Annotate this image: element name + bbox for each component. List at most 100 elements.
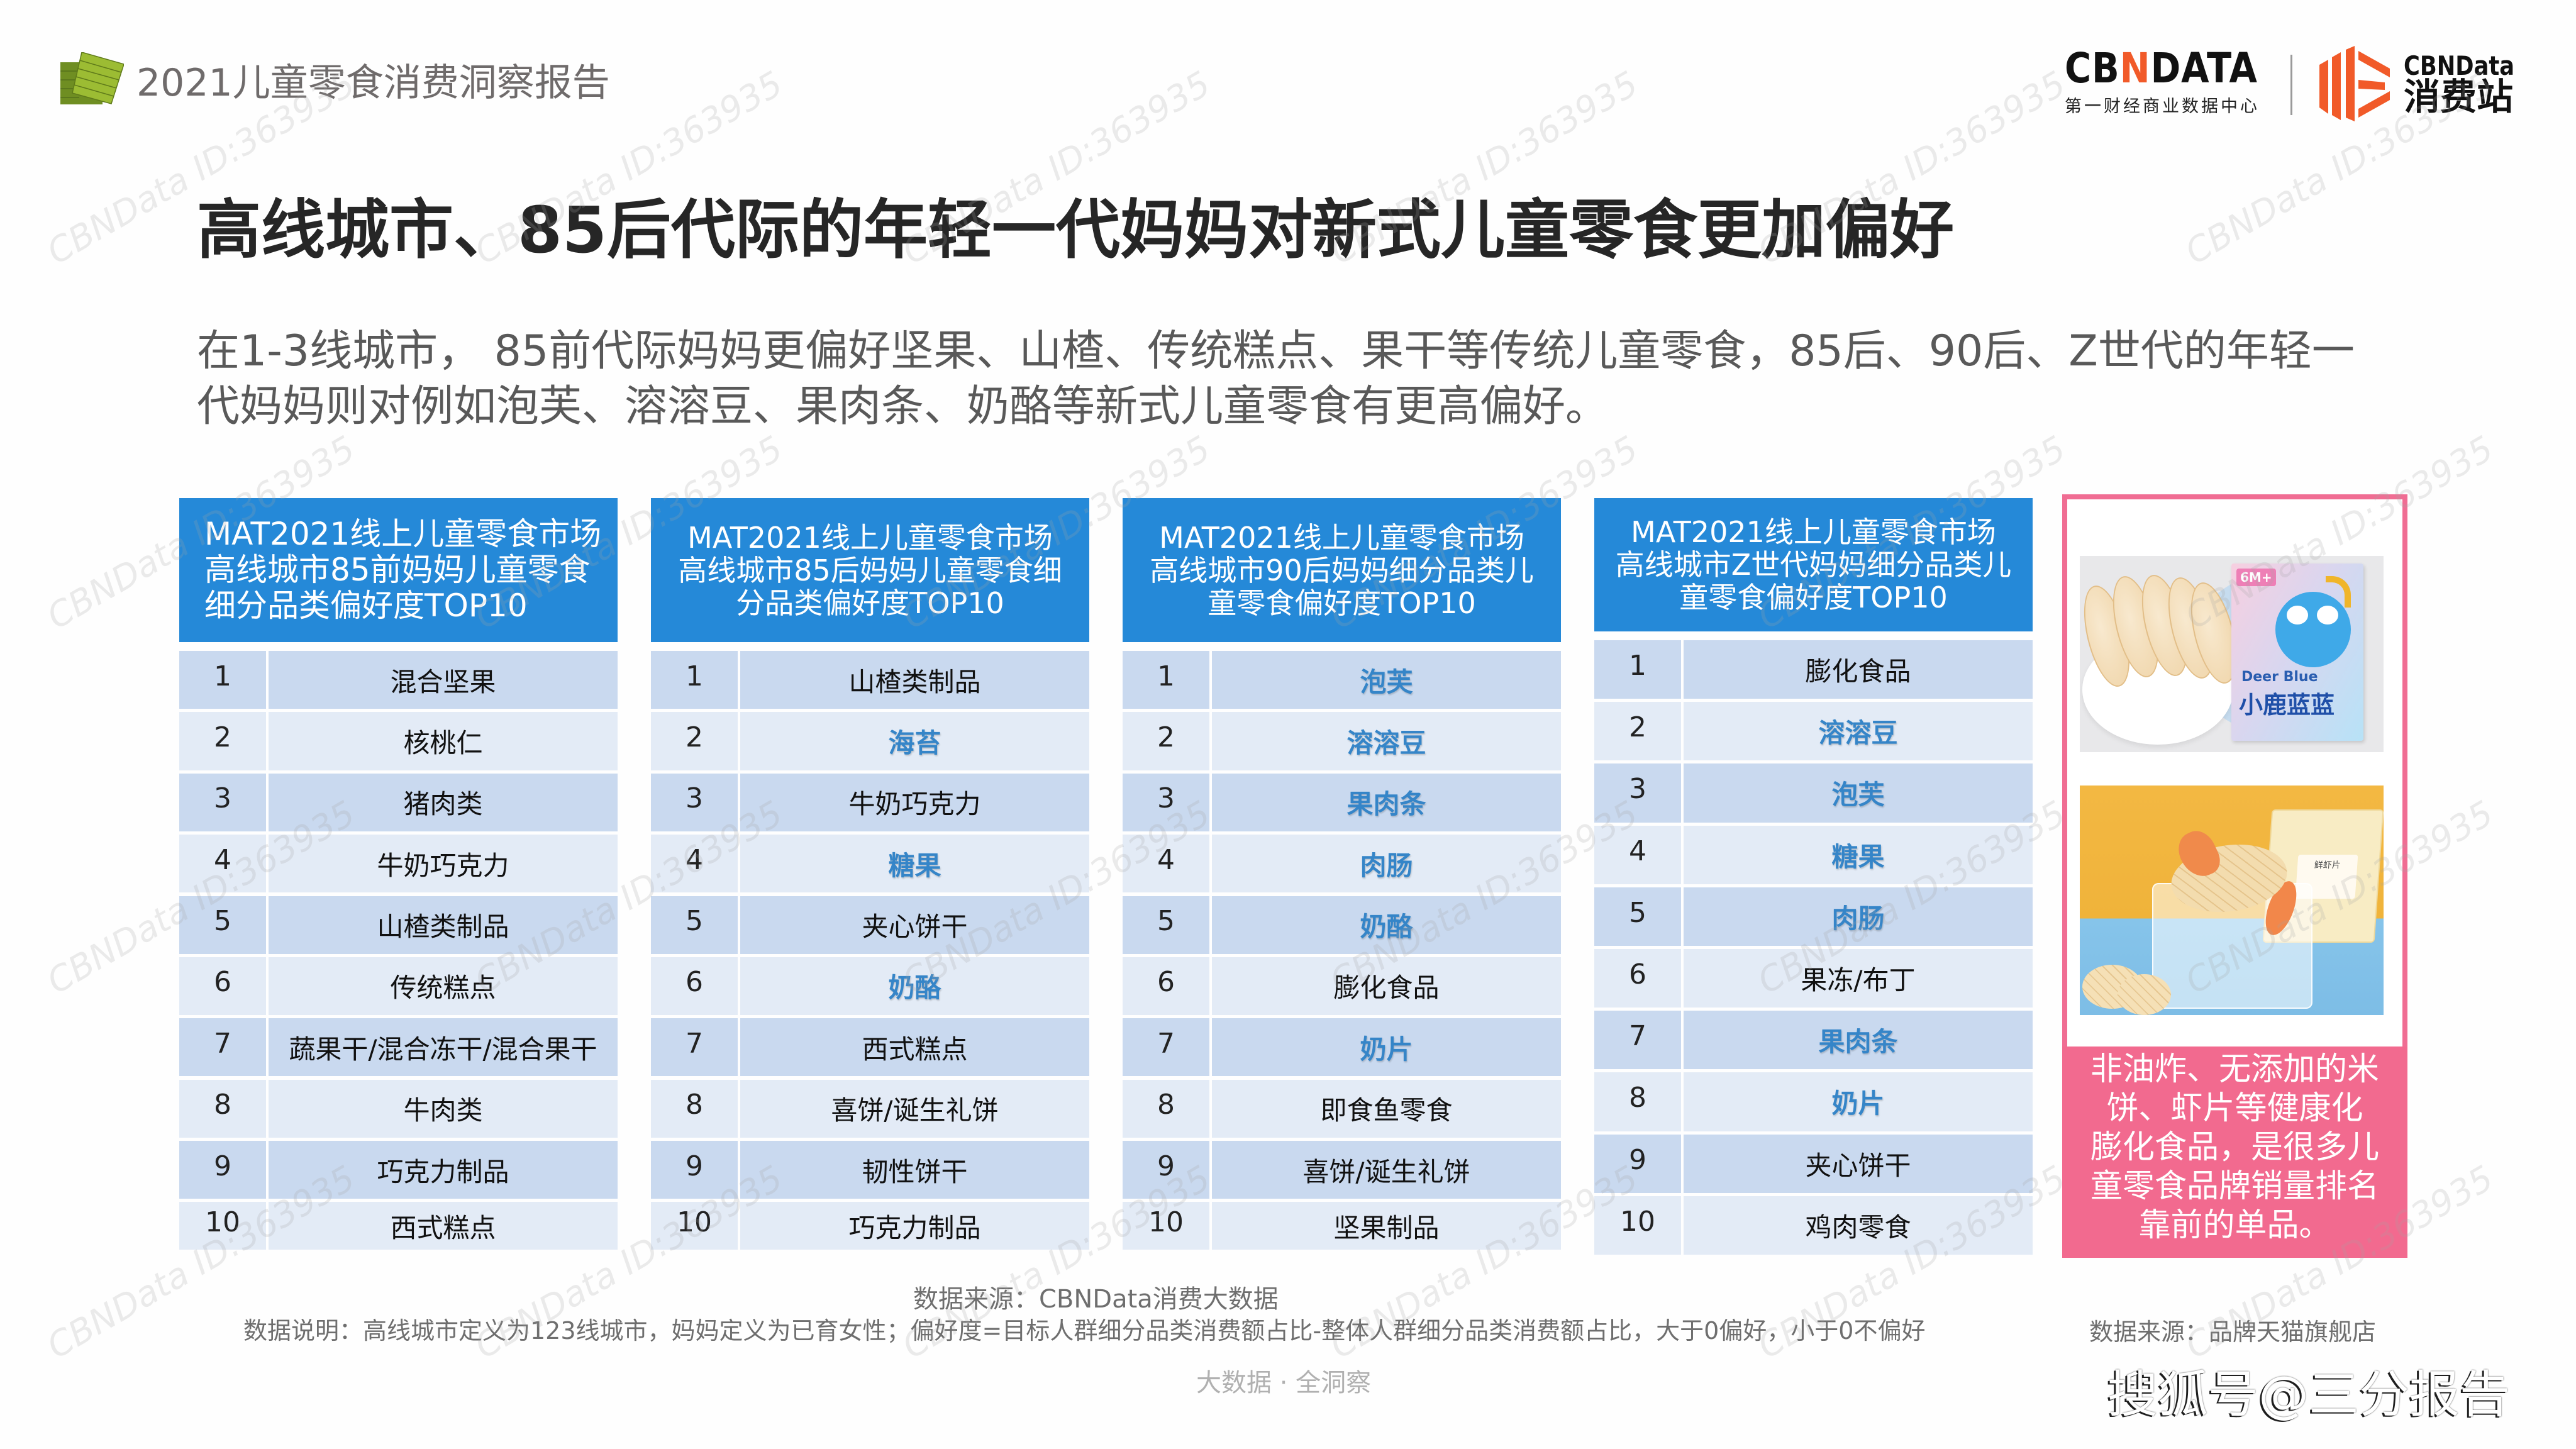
category-cell: 肉肠 [1684, 887, 2033, 946]
table-row: 5 夹心饼干 [651, 896, 1089, 954]
table-row: 1 泡芙 [1123, 651, 1561, 709]
table-row: 3 牛奶巧克力 [651, 773, 1089, 831]
shrimp-chips-product-image: 鲜虾片 [2080, 786, 2384, 1015]
data-source-note: 数据来源：CBNData消费大数据 [913, 1285, 1279, 1314]
category-cell: 山楂类制品 [269, 896, 618, 954]
brand-name-cn: 小鹿蓝蓝 [2239, 691, 2335, 719]
category-cell: 山楂类制品 [740, 651, 1089, 709]
category-cell: 果肉条 [1212, 773, 1561, 831]
table-row: 3 泡芙 [1594, 763, 2033, 823]
description-line: 代妈妈则对例如泡芙、溶溶豆、果肉条、奶酪等新式儿童零食有更高偏好。 [197, 382, 1609, 431]
rank-cell: 1 [1594, 640, 1681, 699]
rank-cell: 5 [1123, 896, 1209, 954]
slide-description: 在1-3线城市， 85前代际妈妈更偏好坚果、山楂、传统糕点、果干等传统儿童零食，… [197, 324, 2355, 435]
table-header-line: 高线城市85前妈妈儿童零食 [204, 552, 591, 588]
table-row: 7 果肉条 [1594, 1011, 2033, 1070]
rank-cell: 10 [1123, 1202, 1209, 1250]
wafer-shape [2118, 974, 2171, 1015]
category-cell: 泡芙 [1212, 651, 1561, 709]
rank-cell: 4 [651, 835, 738, 893]
table-row: 10 鸡肉零食 [1594, 1196, 2033, 1255]
table-row: 6 奶酪 [651, 957, 1089, 1016]
callout-line: 童零食品牌销量排名 [2090, 1168, 2379, 1205]
table-header: MAT2021线上儿童零食市场 高线城市85前妈妈儿童零食 细分品类偏好度TOP… [179, 498, 618, 642]
category-cell: 牛奶巧克力 [740, 773, 1089, 831]
callout-line: 非油炸、无添加的米 [2090, 1051, 2379, 1088]
table-row: 2 溶溶豆 [1594, 702, 2033, 761]
category-cell: 西式糕点 [269, 1202, 618, 1250]
rank-cell: 8 [1123, 1079, 1209, 1138]
rank-cell: 2 [651, 712, 738, 770]
rank-cell: 9 [1594, 1134, 1681, 1193]
consumer-station-logo-en: CBNData [2404, 50, 2515, 81]
table-header-line: MAT2021线上儿童零食市场 [687, 520, 1053, 555]
table-row: 6 传统糕点 [179, 957, 618, 1016]
table-header-line: 细分品类偏好度TOP10 [204, 587, 528, 624]
rank-cell: 4 [179, 835, 266, 893]
table-row: 9 夹心饼干 [1594, 1134, 2033, 1193]
category-cell: 喜饼/诞生礼饼 [740, 1079, 1089, 1138]
report-title: 2021儿童零食消费洞察报告 [136, 61, 610, 105]
category-cell: 膨化食品 [1684, 640, 2033, 699]
table-row: 9 韧性饼干 [651, 1141, 1089, 1199]
table-row: 4 糖果 [1594, 825, 2033, 884]
category-cell: 牛奶巧克力 [269, 835, 618, 893]
table-row: 2 溶溶豆 [1123, 712, 1561, 770]
category-cell: 巧克力制品 [740, 1202, 1089, 1250]
age-badge: 6M+ [2236, 569, 2276, 586]
rank-cell: 7 [651, 1018, 738, 1077]
table-body: 1 混合坚果 2 核桃仁 3 猪肉类 4 牛奶巧克力 5 山楂类制品 6 传统糕点 7 蔬果干… [179, 651, 618, 1250]
table-header-line: 童零食偏好度TOP10 [1208, 586, 1476, 620]
rank-cell: 5 [179, 896, 266, 954]
category-cell: 泡芙 [1684, 763, 2033, 823]
rank-cell: 8 [1594, 1072, 1681, 1131]
category-cell: 夹心饼干 [1684, 1134, 2033, 1193]
category-cell: 传统糕点 [269, 957, 618, 1016]
table-row: 3 猪肉类 [179, 773, 618, 831]
table-row: 7 蔬果干/混合冻干/混合果干 [179, 1018, 618, 1077]
rank-cell: 7 [1594, 1011, 1681, 1070]
brand-name-en: Deer Blue [2241, 669, 2318, 685]
ranking-table-pre85-moms: MAT2021线上儿童零食市场 高线城市85前妈妈儿童零食 细分品类偏好度TOP… [179, 498, 618, 1250]
category-cell: 奶酪 [740, 957, 1089, 1016]
category-cell: 肉肠 [1212, 835, 1561, 893]
rank-cell: 2 [1594, 702, 1681, 761]
table-header: MAT2021线上儿童零食市场 高线城市Z世代妈妈细分品类儿 童零食偏好度TOP… [1594, 498, 2033, 631]
category-cell: 膨化食品 [1212, 957, 1561, 1016]
category-cell: 即食鱼零食 [1212, 1079, 1561, 1138]
table-row: 5 山楂类制品 [179, 896, 618, 954]
mascot-eye [2317, 606, 2338, 625]
table-row: 4 牛奶巧克力 [179, 835, 618, 893]
rank-cell: 6 [651, 957, 738, 1016]
table-header-line: MAT2021线上儿童零食市场 [1159, 520, 1524, 555]
rank-cell: 4 [1123, 835, 1209, 893]
category-cell: 西式糕点 [740, 1018, 1089, 1077]
category-cell: 喜饼/诞生礼饼 [1212, 1141, 1561, 1199]
cbndata-logo-cb: CB [2065, 44, 2120, 92]
product-example-panel: 6M+ Deer Blue 小鹿蓝蓝 鲜虾片 非油炸、无添加的米 饼、虾片等健康… [2062, 494, 2407, 1258]
table-row: 8 即食鱼零食 [1123, 1079, 1561, 1138]
table-row: 1 膨化食品 [1594, 640, 2033, 699]
mascot-antler [2326, 576, 2351, 608]
category-cell: 果冻/布丁 [1684, 948, 2033, 1008]
category-cell: 牛肉类 [269, 1079, 618, 1138]
table-header-line: 高线城市85后妈妈儿童零食细 [678, 553, 1062, 587]
data-definition-note: 数据说明：高线城市定义为123线城市，妈妈定义为已育女性；偏好度=目标人群细分品… [243, 1317, 1926, 1345]
table-row: 6 果冻/布丁 [1594, 948, 2033, 1008]
table-header-line: 分品类偏好度TOP10 [736, 586, 1004, 620]
rank-cell: 3 [651, 773, 738, 831]
rank-cell: 10 [651, 1202, 738, 1250]
rank-cell: 2 [1123, 712, 1209, 770]
category-cell: 溶溶豆 [1684, 702, 2033, 761]
panel-data-source: 数据来源：品牌天猫旗舰店 [2089, 1318, 2377, 1346]
table-header: MAT2021线上儿童零食市场 高线城市90后妈妈细分品类儿 童零食偏好度TOP… [1123, 498, 1561, 642]
table-body: 1 膨化食品 2 溶溶豆 3 泡芙 4 糖果 5 肉肠 6 果冻/布丁 7 果肉条 8 奶片 9… [1594, 640, 2033, 1255]
table-body: 1 泡芙 2 溶溶豆 3 果肉条 4 肉肠 5 奶酪 6 膨化食品 7 奶片 8 即食鱼零食 9… [1123, 651, 1561, 1250]
table-row: 2 核桃仁 [179, 712, 618, 770]
table-row: 6 膨化食品 [1123, 957, 1561, 1016]
table-row: 7 西式糕点 [651, 1018, 1089, 1077]
rank-cell: 9 [179, 1141, 266, 1199]
rank-cell: 1 [651, 651, 738, 709]
table-row: 1 混合坚果 [179, 651, 618, 709]
table-row: 1 山楂类制品 [651, 651, 1089, 709]
